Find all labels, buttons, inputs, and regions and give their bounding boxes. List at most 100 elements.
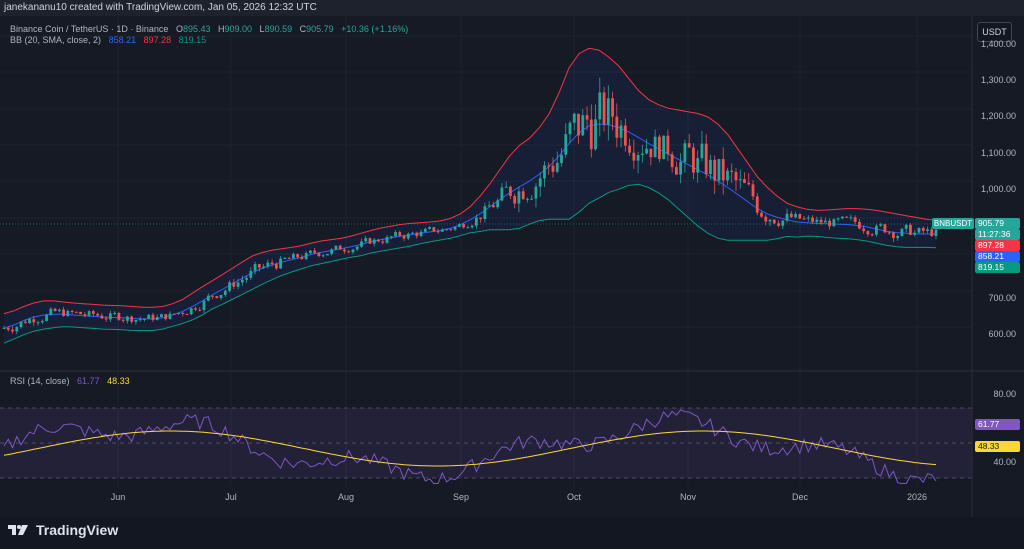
time-axis-label: Jul bbox=[225, 492, 237, 502]
chart-pane[interactable] bbox=[0, 16, 1024, 517]
time-axis-label: Jun bbox=[110, 492, 126, 502]
candle-body bbox=[262, 266, 265, 268]
candle-body bbox=[815, 219, 819, 222]
candle-body bbox=[19, 321, 23, 328]
candle-body bbox=[351, 249, 355, 253]
candle-body bbox=[423, 228, 427, 232]
candle-body bbox=[309, 250, 312, 254]
tradingview-brand[interactable]: TradingView bbox=[8, 520, 118, 540]
candle-body bbox=[347, 251, 351, 253]
candle-body bbox=[143, 318, 146, 320]
candle-body bbox=[436, 231, 440, 233]
candle-body bbox=[700, 143, 704, 159]
candle-body bbox=[640, 153, 644, 155]
candle-body bbox=[457, 224, 461, 227]
candle-body bbox=[372, 239, 376, 244]
symbol-legend[interactable]: Binance Coin / TetherUS · 1D · Binance O… bbox=[10, 24, 408, 34]
candle-body bbox=[883, 224, 887, 233]
candle-body bbox=[687, 143, 691, 148]
candle-body bbox=[551, 165, 555, 172]
candle-body bbox=[645, 148, 649, 154]
candle-body bbox=[798, 213, 802, 219]
candle-body bbox=[521, 191, 525, 200]
candle-body bbox=[857, 221, 861, 229]
candle-body bbox=[377, 239, 380, 242]
candle-body bbox=[530, 198, 534, 200]
candle-body bbox=[6, 327, 10, 330]
candle-body bbox=[419, 231, 423, 237]
candle-body bbox=[266, 262, 270, 267]
candle-body bbox=[398, 232, 402, 236]
candle-body bbox=[675, 167, 678, 175]
candle-body bbox=[113, 313, 117, 315]
candle-body bbox=[202, 300, 206, 310]
candle-body bbox=[355, 246, 359, 250]
candle-body bbox=[751, 184, 755, 197]
candle-body bbox=[15, 327, 19, 332]
candle-body bbox=[611, 98, 614, 117]
candle-body bbox=[777, 223, 780, 226]
candle-body bbox=[721, 159, 725, 181]
candle-body bbox=[904, 224, 908, 229]
candle-body bbox=[662, 135, 666, 160]
low-label: L bbox=[259, 24, 265, 34]
candle-body bbox=[772, 219, 776, 224]
candle-body bbox=[726, 170, 729, 181]
candle-body bbox=[794, 213, 797, 218]
candle-body bbox=[453, 226, 457, 230]
ticker-tag: BNBUSDT bbox=[932, 218, 974, 229]
bollinger-lower-value: 819.15 bbox=[178, 35, 207, 45]
rsi-axis-label: 80.00 bbox=[993, 389, 1016, 399]
candle-body bbox=[406, 233, 410, 239]
candle-body bbox=[134, 319, 138, 322]
candle-body bbox=[526, 198, 529, 200]
candle-body bbox=[79, 311, 83, 315]
candle-body bbox=[236, 282, 240, 287]
candle-body bbox=[23, 321, 27, 324]
candle-body bbox=[130, 316, 134, 322]
candle-body bbox=[445, 229, 448, 231]
candle-body bbox=[334, 245, 338, 250]
chart-canvas[interactable] bbox=[0, 16, 1024, 517]
title-bar bbox=[0, 0, 1024, 16]
symbol-title[interactable]: Binance Coin / TetherUS · 1D · Binance bbox=[10, 24, 169, 34]
open-label: O bbox=[175, 24, 183, 34]
candle-body bbox=[249, 270, 253, 278]
bollinger-title[interactable]: BB (20, SMA, close, 2) bbox=[10, 35, 102, 45]
candle-body bbox=[228, 282, 231, 291]
candle-body bbox=[402, 235, 406, 239]
rsi-axis-label: 40.00 bbox=[993, 457, 1016, 467]
candle-body bbox=[921, 227, 925, 231]
price-axis-label: 1,400.00 bbox=[980, 39, 1016, 49]
candle-body bbox=[462, 224, 466, 228]
candle-body bbox=[504, 186, 508, 188]
candle-body bbox=[206, 295, 210, 301]
candle-body bbox=[360, 241, 363, 247]
candle-body bbox=[547, 165, 551, 167]
candle-body bbox=[743, 179, 746, 183]
candle-body bbox=[755, 196, 759, 213]
candle-body bbox=[823, 220, 827, 223]
candle-body bbox=[428, 227, 431, 229]
candle-body bbox=[279, 258, 283, 269]
time-axis-label: Nov bbox=[679, 492, 697, 502]
candle-body bbox=[189, 308, 193, 315]
candle-body bbox=[296, 254, 300, 258]
candle-body bbox=[926, 229, 929, 231]
rsi-value-tag: 61.77 bbox=[975, 419, 1020, 430]
high-label: H bbox=[218, 24, 225, 34]
rsi-legend[interactable]: RSI (14, close) 61.77 48.33 bbox=[10, 376, 130, 386]
candle-body bbox=[364, 238, 368, 242]
candle-body bbox=[828, 220, 832, 227]
candle-body bbox=[326, 253, 329, 256]
rsi-title[interactable]: RSI (14, close) bbox=[10, 376, 70, 386]
bollinger-lower-line bbox=[3, 183, 937, 344]
bollinger-legend[interactable]: BB (20, SMA, close, 2) 858.21 897.28 819… bbox=[10, 35, 206, 45]
candle-body bbox=[896, 236, 900, 239]
candle-body bbox=[760, 212, 763, 217]
candle-body bbox=[104, 318, 108, 320]
currency-button[interactable]: USDT bbox=[977, 22, 1012, 42]
candle-body bbox=[219, 294, 223, 298]
candle-body bbox=[853, 217, 857, 222]
candle-body bbox=[274, 264, 278, 269]
